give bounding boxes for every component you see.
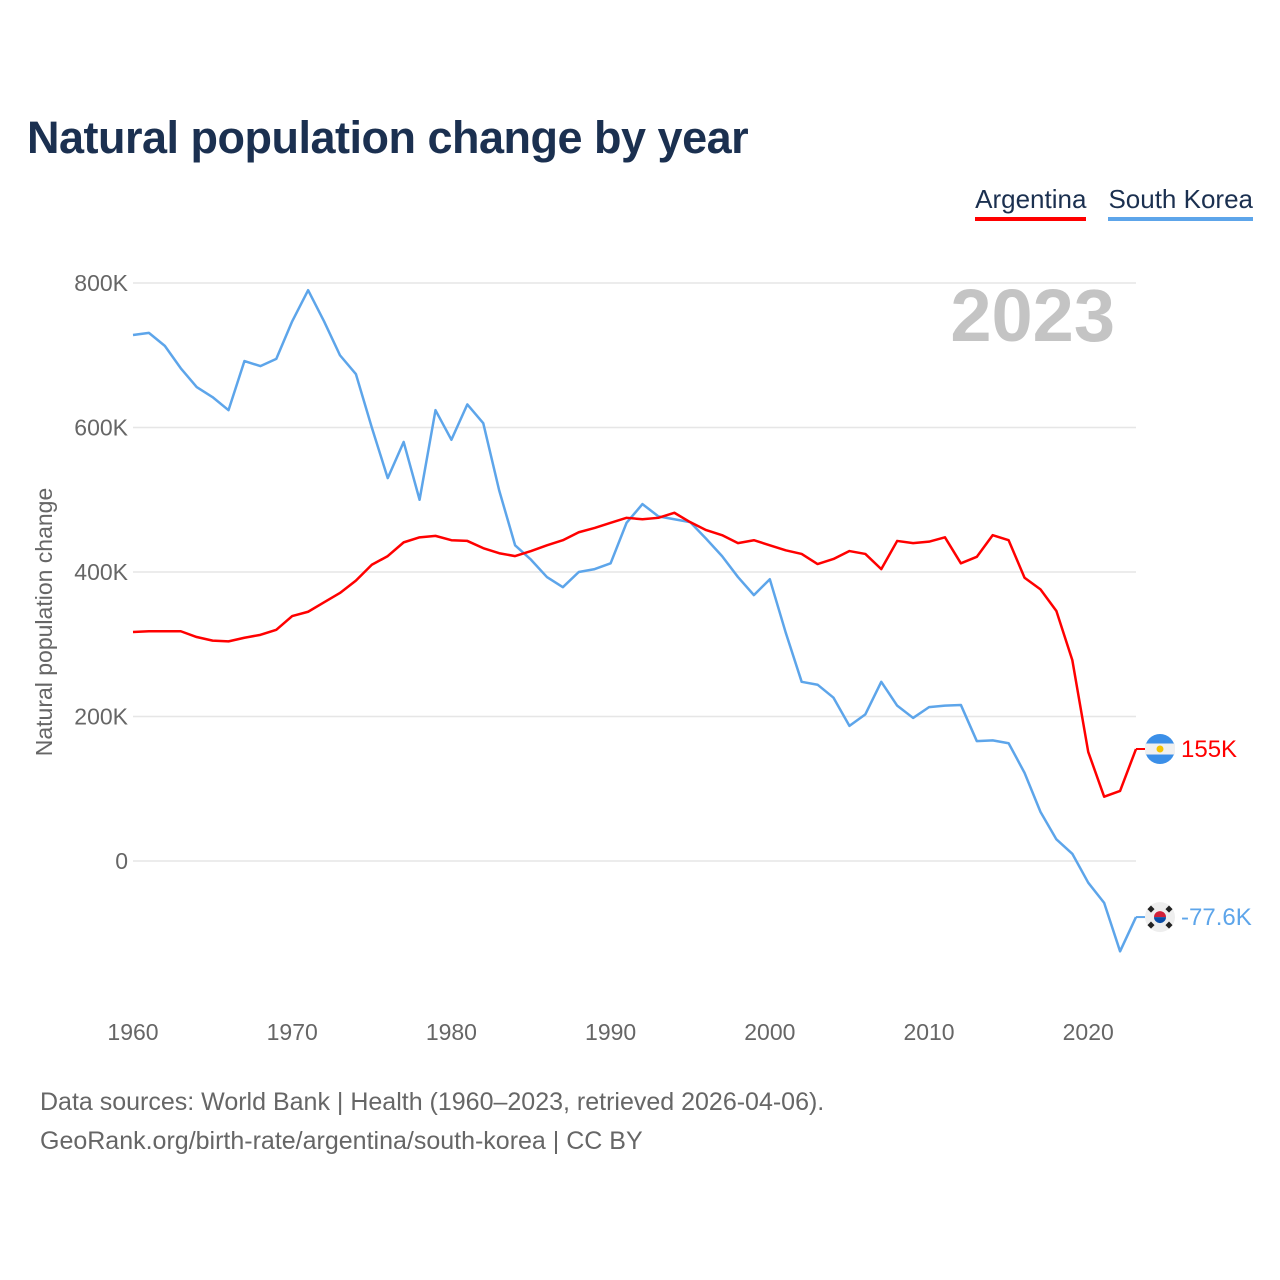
series-line-argentina: [132, 511, 1138, 798]
source-link[interactable]: GeoRank.org/birth-rate/argentina/south-k…: [40, 1127, 643, 1155]
y-tick-label: 400K: [74, 559, 128, 585]
flag-sun: [1156, 745, 1164, 753]
legend-south-korea[interactable]: South Korea: [1108, 184, 1253, 221]
south-korea-flag-icon: [1145, 902, 1175, 933]
x-tick-label: 2000: [744, 1019, 795, 1045]
source-note: Data sources: World Bank | Health (1960–…: [40, 1088, 825, 1116]
x-tick-label: 1960: [107, 1019, 158, 1045]
end-value-label: -77.6K: [1181, 904, 1252, 931]
y-tick-label: 600K: [74, 415, 128, 441]
y-axis-label: Natural population change: [31, 488, 57, 757]
flag-taegeuk-blue: [1154, 917, 1166, 924]
x-tick-label: 2010: [903, 1019, 954, 1045]
x-tick-label: 2020: [1063, 1019, 1114, 1045]
y-tick-label: 800K: [74, 270, 128, 296]
chart-title: Natural population change by year: [27, 112, 749, 163]
legend-argentina[interactable]: Argentina: [975, 184, 1087, 221]
legend: Argentina South Korea: [975, 184, 1253, 221]
x-tick-label: 1970: [267, 1019, 318, 1045]
year-label: 2023: [950, 274, 1115, 357]
argentina-flag-icon: [1145, 734, 1175, 765]
y-tick-label: 0: [115, 848, 128, 874]
end-value-label: 155K: [1181, 736, 1237, 763]
y-tick-label: 200K: [74, 704, 128, 730]
series-line-south-korea: [132, 288, 1138, 953]
x-tick-label: 1990: [585, 1019, 636, 1045]
x-tick-label: 1980: [426, 1019, 477, 1045]
flag-taegeuk-red: [1154, 911, 1166, 918]
